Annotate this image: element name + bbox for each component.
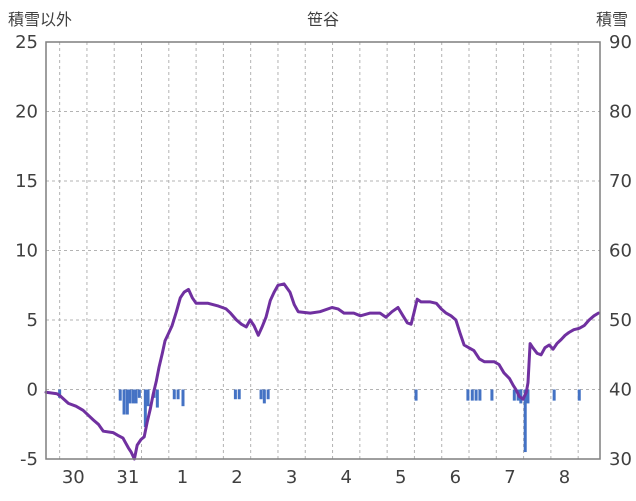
- snowfall-bar: [414, 389, 418, 401]
- snowfall-bar: [58, 389, 62, 398]
- x-tick-label: 5: [395, 467, 406, 488]
- plot-border: [45, 41, 601, 460]
- right-axis-title: 積雪: [595, 10, 628, 29]
- chart-title: 笹谷: [306, 10, 339, 29]
- snowfall-bar: [237, 389, 241, 400]
- left-axis-title: 積雪以外: [8, 10, 73, 29]
- x-tick-label: 1: [177, 467, 188, 488]
- snowfall-bar: [118, 389, 122, 401]
- x-tick-label: 3: [286, 467, 297, 488]
- y-left-tick-label: 25: [15, 32, 38, 53]
- snowfall-bar: [137, 389, 141, 398]
- snowfall-bar: [478, 389, 482, 401]
- snowfall-bar: [552, 389, 556, 401]
- snowfall-bar: [526, 389, 530, 404]
- x-tick-label: 30: [62, 467, 85, 488]
- snowfall-bar: [259, 389, 263, 400]
- snowfall-bar: [466, 389, 470, 401]
- y-left-tick-label: 10: [15, 241, 38, 262]
- x-tick-label: 7: [504, 467, 515, 488]
- snowfall-bar: [490, 389, 494, 401]
- x-tick-label: 31: [116, 467, 139, 488]
- snowfall-bar: [122, 389, 126, 415]
- y-right-tick-label: 70: [609, 171, 632, 192]
- snowfall-bar: [233, 389, 237, 400]
- y-left-tick-label: -5: [20, 449, 38, 470]
- x-tick-label: 6: [450, 467, 461, 488]
- y-right-tick-label: 50: [609, 310, 632, 331]
- snowfall-bar: [512, 389, 516, 401]
- y-left-tick-label: 5: [27, 310, 38, 331]
- snowfall-bar: [125, 389, 129, 415]
- snowfall-bar: [262, 389, 266, 404]
- snowfall-bar: [523, 389, 527, 453]
- snow-depth-line: [44, 282, 600, 461]
- y-right-tick-label: 40: [609, 380, 632, 401]
- snowfall-bar: [128, 389, 132, 404]
- y-right-tick-label: 30: [609, 449, 632, 470]
- snowfall-bar: [176, 389, 180, 400]
- x-tick-label: 4: [340, 467, 351, 488]
- snowfall-bar: [134, 389, 138, 404]
- snowfall-bar: [474, 389, 478, 401]
- y-left-tick-label: 15: [15, 171, 38, 192]
- x-tick-label: 2: [231, 467, 242, 488]
- y-left-tick-label: 20: [15, 102, 38, 123]
- snowfall-bar: [577, 389, 581, 401]
- snowfall-bar: [131, 389, 135, 404]
- y-right-tick-label: 60: [609, 241, 632, 262]
- snowfall-bar: [266, 389, 270, 400]
- y-right-tick-label: 90: [609, 32, 632, 53]
- snowfall-bar: [155, 389, 159, 408]
- snowfall-bar: [143, 389, 147, 428]
- x-tick-label: 8: [559, 467, 570, 488]
- snowfall-bar: [146, 389, 150, 407]
- y-right-tick-label: 80: [609, 102, 632, 123]
- y-left-tick-label: 0: [27, 380, 38, 401]
- snowfall-bar: [470, 389, 474, 401]
- snowfall-bar: [172, 389, 176, 400]
- snowfall-bar: [181, 389, 185, 407]
